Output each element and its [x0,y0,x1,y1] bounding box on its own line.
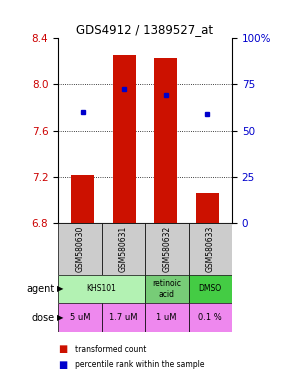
FancyBboxPatch shape [188,303,232,332]
Text: transformed count: transformed count [75,345,147,354]
Text: GSM580631: GSM580631 [119,225,128,272]
Text: ■: ■ [58,360,67,370]
Text: 1 uM: 1 uM [157,313,177,322]
FancyBboxPatch shape [102,223,145,275]
Text: DMSO: DMSO [199,285,222,293]
Text: percentile rank within the sample: percentile rank within the sample [75,360,205,369]
Title: GDS4912 / 1389527_at: GDS4912 / 1389527_at [77,23,213,36]
FancyBboxPatch shape [58,223,102,275]
Text: GSM580632: GSM580632 [162,225,171,272]
Bar [196,193,219,223]
Text: ▶: ▶ [57,285,63,293]
FancyBboxPatch shape [58,275,145,303]
Bar [71,175,94,223]
Text: GSM580633: GSM580633 [206,225,215,272]
FancyBboxPatch shape [145,223,188,275]
Text: KHS101: KHS101 [86,285,117,293]
Text: 1.7 uM: 1.7 uM [109,313,137,322]
FancyBboxPatch shape [188,223,232,275]
Text: ▶: ▶ [57,313,63,322]
FancyBboxPatch shape [102,303,145,332]
Text: dose: dose [32,313,55,323]
FancyBboxPatch shape [145,275,188,303]
Bar [154,58,177,223]
Text: GSM580630: GSM580630 [75,225,84,272]
Text: ■: ■ [58,344,67,354]
FancyBboxPatch shape [188,275,232,303]
FancyBboxPatch shape [145,303,188,332]
Text: agent: agent [27,284,55,294]
Text: 0.1 %: 0.1 % [198,313,222,322]
Text: retinoic
acid: retinoic acid [152,279,181,299]
Bar [113,55,136,223]
Text: 5 uM: 5 uM [70,313,90,322]
FancyBboxPatch shape [58,303,102,332]
